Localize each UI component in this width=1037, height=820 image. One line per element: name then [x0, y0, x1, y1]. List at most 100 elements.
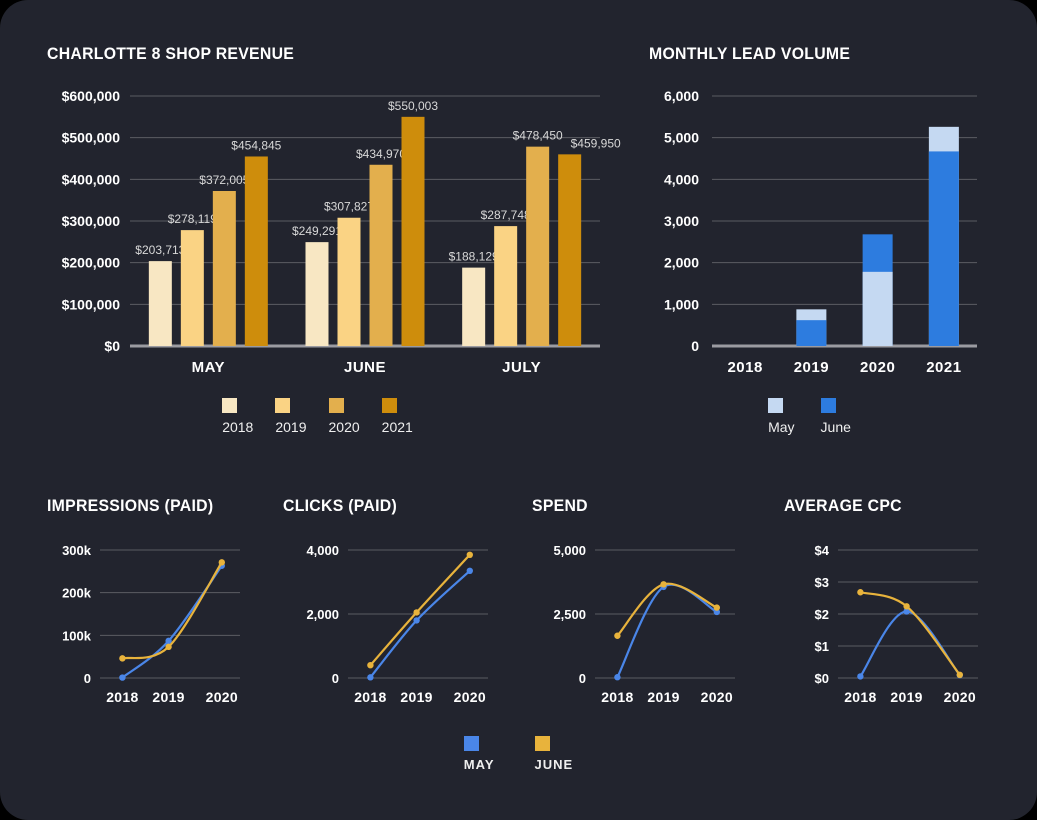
x-tick-label: 2019: [152, 689, 184, 705]
bar-value-label: $249,291: [292, 224, 342, 238]
y-tick-label: 5,000: [553, 543, 586, 558]
bar-value-label: $454,845: [231, 138, 281, 152]
line-series-may[interactable]: [121, 565, 223, 679]
bar-value-label: $287,748: [481, 208, 531, 222]
data-point-june[interactable]: [614, 632, 621, 639]
bar-value-label: $478,450: [513, 129, 563, 143]
y-tick-label: 5,000: [664, 130, 699, 146]
bar-2019-june[interactable]: [337, 217, 361, 346]
y-tick-label: 6,000: [664, 88, 699, 104]
data-point-june[interactable]: [413, 609, 420, 616]
data-point-june[interactable]: [165, 643, 172, 651]
x-tick-label: 2018: [601, 689, 633, 705]
legend-item-may: May: [768, 398, 795, 435]
bar-2020-july[interactable]: [526, 146, 550, 346]
line-series-june[interactable]: [369, 554, 471, 666]
bar-2020-june[interactable]: [369, 164, 393, 346]
y-tick-label: 0: [691, 338, 699, 354]
clicks-line-chart[interactable]: 0 2,000 4,000 2018 2019 2020: [293, 530, 498, 715]
data-point-may[interactable]: [119, 674, 126, 681]
spend-line-chart[interactable]: 0 2,500 5,000 2018 2019 2020: [540, 530, 745, 715]
data-point-june[interactable]: [660, 581, 667, 588]
data-point-june[interactable]: [119, 655, 126, 662]
x-category-label: 2018: [727, 359, 762, 376]
line-series-june[interactable]: [122, 561, 223, 660]
legend-item-may-bottom: MAY: [463, 736, 495, 772]
bar-value-label: $307,827: [324, 200, 374, 214]
bar-2018-july[interactable]: [462, 267, 486, 346]
lead-volume-legend: May June: [637, 398, 982, 435]
legend-label-june: June: [820, 419, 851, 435]
bar-june-2019[interactable]: [796, 320, 827, 346]
bar-2018-may[interactable]: [148, 261, 172, 346]
bar-2021-may[interactable]: [244, 156, 268, 346]
x-tick-label: 2020: [944, 689, 976, 705]
legend-label-2018: 2018: [222, 419, 254, 435]
legend-swatch-may-bottom: [463, 736, 479, 751]
data-point-june[interactable]: [367, 662, 374, 669]
data-point-may[interactable]: [367, 674, 374, 681]
x-category-label: MAY: [192, 359, 225, 376]
avg-cpc-line-chart[interactable]: $0 $1 $2 $3 $4 2018 2019 2020: [783, 530, 988, 715]
y-tick-label: 2,500: [553, 607, 586, 622]
data-point-may[interactable]: [614, 674, 621, 681]
avg-cpc-title: AVERAGE CPC: [784, 496, 902, 515]
data-point-june[interactable]: [956, 671, 963, 678]
data-point-june[interactable]: [218, 559, 225, 566]
y-tick-label: $0: [815, 671, 829, 686]
lead-volume-bar-chart[interactable]: 0 1,000 2,000 3,000 4,000 5,000 6,000 2018 2019 2…: [637, 80, 982, 380]
bar-june-2021[interactable]: [928, 151, 959, 346]
line-series-may[interactable]: [859, 610, 961, 678]
legend-label-may: May: [768, 419, 795, 435]
bar-value-label: $372,005: [199, 173, 249, 187]
legend-label-2021: 2021: [381, 419, 413, 435]
x-category-label: JUNE: [344, 359, 386, 376]
bar-2019-may[interactable]: [180, 230, 204, 346]
revenue-chart-title: CHARLOTTE 8 SHOP REVENUE: [47, 44, 295, 63]
data-point-may[interactable]: [857, 673, 864, 680]
data-point-may[interactable]: [903, 608, 910, 615]
x-tick-label: 2019: [647, 689, 679, 705]
bar-2021-june[interactable]: [401, 116, 425, 346]
line-series-june[interactable]: [616, 582, 718, 637]
x-category-label: JULY: [502, 359, 541, 376]
data-point-may[interactable]: [466, 567, 473, 574]
x-tick-label: 2020: [206, 689, 238, 705]
legend-item-2020: 2020: [328, 398, 360, 435]
bar-value-label: $278,119: [168, 212, 217, 226]
legend-label-2020: 2020: [328, 419, 360, 435]
spend-title: SPEND: [532, 496, 588, 515]
line-series-may[interactable]: [369, 569, 471, 679]
y-tick-label: $2: [815, 607, 829, 622]
x-tick-label: 2018: [106, 689, 138, 705]
bar-2020-may[interactable]: [212, 190, 236, 346]
y-tick-label: 0: [579, 671, 586, 686]
legend-swatch-june: [820, 398, 836, 413]
y-tick-label: 2,000: [306, 607, 339, 622]
y-tick-label: $500,000: [62, 130, 121, 146]
data-point-june[interactable]: [713, 604, 720, 611]
bar-2019-july[interactable]: [494, 226, 518, 346]
data-point-june[interactable]: [903, 603, 910, 610]
x-tick-label: 2020: [701, 689, 733, 705]
data-point-june[interactable]: [466, 551, 473, 558]
bar-may-2020[interactable]: [862, 271, 893, 346]
impressions-line-chart[interactable]: 0 100k 200k 300k 2018 2019 2020: [45, 530, 250, 715]
lead-volume-title: MONTHLY LEAD VOLUME: [649, 44, 851, 63]
y-tick-label: 200k: [62, 586, 92, 601]
revenue-bar-chart[interactable]: $0 $100,000 $200,000 $300,000 $400,000 $500,0…: [30, 80, 621, 380]
data-point-may[interactable]: [413, 617, 420, 624]
data-point-june[interactable]: [857, 589, 864, 596]
legend-swatch-may: [768, 398, 784, 413]
months-legend: MAY JUNE: [0, 736, 1037, 772]
line-series-june[interactable]: [860, 591, 961, 676]
bar-2018-june[interactable]: [305, 242, 329, 346]
x-tick-label: 2019: [890, 689, 922, 705]
y-tick-label: $100,000: [62, 296, 121, 312]
impressions-title: IMPRESSIONS (PAID): [47, 496, 214, 515]
y-tick-label: 1,000: [664, 296, 699, 312]
bar-2021-july[interactable]: [558, 154, 582, 346]
data-point-may[interactable]: [165, 637, 172, 645]
legend-swatch-2018: [222, 398, 238, 413]
